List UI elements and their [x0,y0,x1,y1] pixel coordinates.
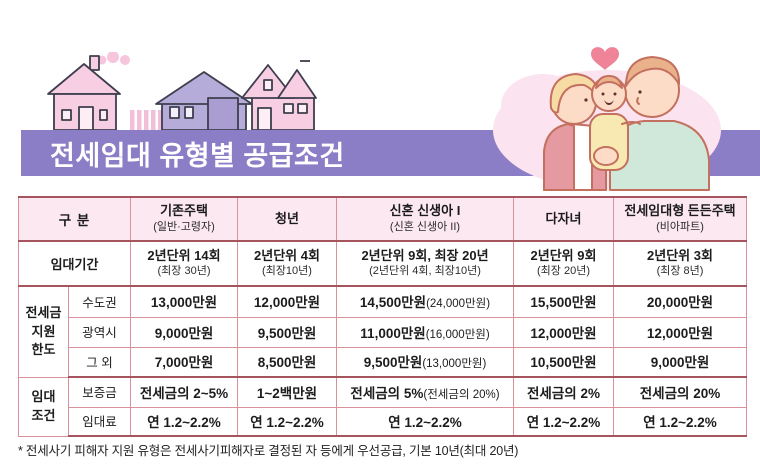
family-illustration [493,47,721,191]
term-cell: 1~2백만원 [237,376,337,408]
lease-period-cell: 2년단위 14회 (최장 30년) [130,240,238,287]
corner-cell: 구 분 [18,196,131,242]
term-cell: 전세금의 5%(전세금의 20%) [336,376,514,408]
row-rent: 임대료 연 1.2~2.2% 연 1.2~2.2% 연 1.2~2.2% 연 1… [19,406,747,437]
term-cell: 전세금의 2~5% [130,376,238,408]
limit-cell: 14,500만원(24,000만원) [336,285,514,318]
limit-cell: 20,000만원 [613,285,747,318]
term-cell: 전세금의 2% [513,376,614,408]
support-limit-group-cell: 전세금 지원 한도 [18,285,69,378]
term-label-cell: 보증금 [68,376,131,408]
lease-period-label-cell: 임대기간 [18,240,131,287]
corner-label: 구 분 [58,212,91,228]
term-label-cell: 임대료 [68,406,131,437]
limit-cell: 12,000만원 [513,316,614,348]
limit-cell: 7,000만원 [130,346,238,378]
term-cell: 연 1.2~2.2% [513,406,614,437]
term-cell: 연 1.2~2.2% [237,406,337,437]
header-row: 구 분 기존주택 (일반·고령자) 청년 신혼 신생아 I (신혼 신생아 II… [18,196,747,242]
smoke-icon [97,52,130,65]
limit-cell: 9,500만원 [237,316,337,348]
limit-cell: 8,500만원 [237,346,337,378]
row-deposit: 임대 조건 보증금 전세금의 2~5% 1~2백만원 전세금의 5%(전세금의 … [18,376,747,437]
col-header-deundeun-housing: 전세임대형 든든주택 (비아파트) [613,196,747,242]
limit-cell: 13,000만원 [130,285,238,318]
row-metropolitan: 광역시 9,000만원 9,500만원 11,000만원(16,000만원) 1… [19,316,747,348]
region-label-cell: 그 외 [68,346,131,378]
table-container: 구 분 기존주택 (일반·고령자) 청년 신혼 신생아 I (신혼 신생아 II… [18,196,747,437]
limit-cell: 12,000만원 [613,316,747,348]
term-cell: 연 1.2~2.2% [130,406,238,437]
row-other-region: 그 외 7,000만원 8,500만원 9,500만원(13,000만원) 10… [19,346,747,378]
region-label-cell: 광역시 [68,316,131,348]
col-header-existing-housing: 기존주택 (일반·고령자) [130,196,238,242]
term-cell: 전세금의 20% [613,376,747,408]
limit-cell: 12,000만원 [237,285,337,318]
term-cell: 연 1.2~2.2% [613,406,747,437]
supply-conditions-table: 구 분 기존주택 (일반·고령자) 청년 신혼 신생아 I (신혼 신생아 II… [18,196,747,437]
col-header-multi-child: 다자녀 [513,196,614,242]
lease-period-cell: 2년단위 9회, 최장 20년 (2년단위 4회, 최장10년) [336,240,514,287]
limit-cell: 9,000만원 [130,316,238,348]
row-capital-area: 전세금 지원 한도 수도권 13,000만원 12,000만원 14,500만원… [18,285,747,378]
limit-cell: 15,500만원 [513,285,614,318]
lease-period-cell: 2년단위 4회 (최장10년) [237,240,337,287]
limit-cell: 11,000만원(16,000만원) [336,316,514,348]
houses-illustration [47,52,317,131]
footnote: * 전세사기 피해자 지원 유형은 전세사기피해자로 결정된 자 등에게 우선공… [18,444,519,458]
col-header-newlywed-newborn: 신혼 신생아 I (신혼 신생아 II) [336,196,514,242]
limit-cell: 9,500만원(13,000만원) [336,346,514,378]
row-lease-period: 임대기간 2년단위 14회 (최장 30년) 2년단위 4회 (최장10년) 2… [18,240,747,287]
lease-terms-group-cell: 임대 조건 [18,376,69,437]
page-title: 전세임대 유형별 공급조건 [50,140,345,171]
heart-icon [591,47,619,70]
lease-period-cell: 2년단위 3회 (최장 8년) [613,240,747,287]
limit-cell: 9,000만원 [613,346,747,378]
limit-cell: 10,500만원 [513,346,614,378]
baby-figure [589,75,641,171]
term-cell: 연 1.2~2.2% [336,406,514,437]
col-header-youth: 청년 [237,196,337,242]
dad-figure [609,56,710,191]
lease-period-cell: 2년단위 9회 (최장 20년) [513,240,614,287]
region-label-cell: 수도권 [68,285,131,318]
